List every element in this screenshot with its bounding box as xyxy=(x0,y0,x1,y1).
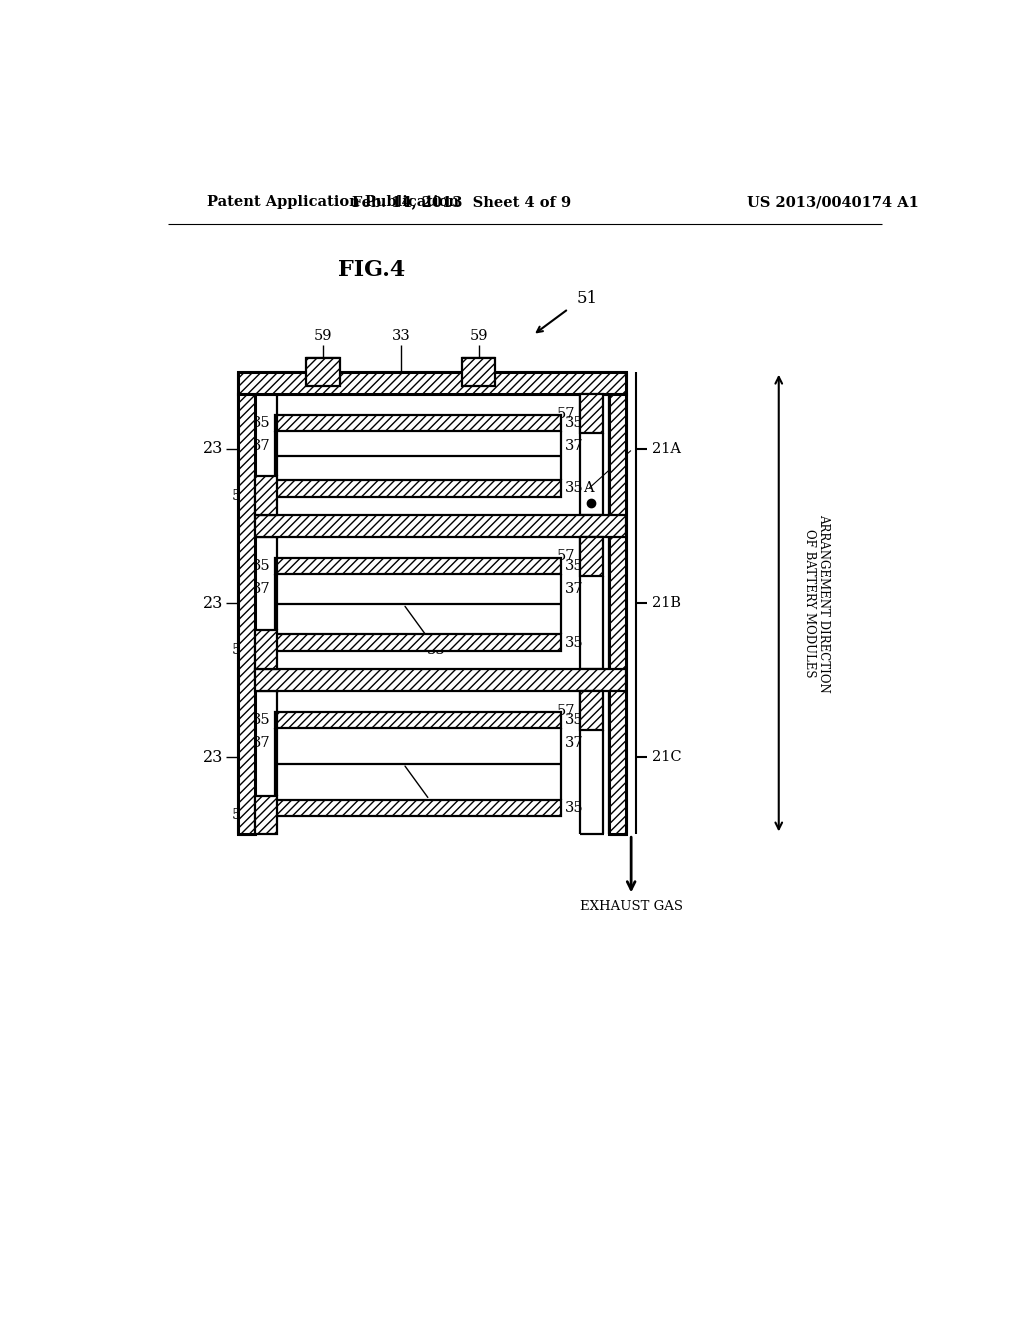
Text: 57: 57 xyxy=(231,808,250,822)
Text: US 2013/0040174 A1: US 2013/0040174 A1 xyxy=(748,195,919,209)
Text: 21B: 21B xyxy=(652,597,681,610)
Text: 33: 33 xyxy=(406,766,445,817)
Text: EXHAUST GAS: EXHAUST GAS xyxy=(580,900,683,913)
Text: 35: 35 xyxy=(252,482,270,495)
Bar xyxy=(581,692,602,730)
Text: Patent Application Publication: Patent Application Publication xyxy=(207,195,460,209)
Text: 21C: 21C xyxy=(652,750,681,764)
Text: 23: 23 xyxy=(203,594,223,611)
Text: 23: 23 xyxy=(203,441,223,458)
Bar xyxy=(581,395,602,433)
Text: 37: 37 xyxy=(252,582,270,595)
Bar xyxy=(274,635,560,651)
Text: 35: 35 xyxy=(252,416,270,430)
Text: 35: 35 xyxy=(252,558,270,573)
Bar xyxy=(238,372,627,395)
Text: 37: 37 xyxy=(252,440,270,453)
Bar xyxy=(274,557,560,574)
Bar xyxy=(274,480,560,496)
Text: Feb. 14, 2013  Sheet 4 of 9: Feb. 14, 2013 Sheet 4 of 9 xyxy=(352,195,570,209)
Text: 35: 35 xyxy=(252,713,270,727)
Text: 35: 35 xyxy=(252,635,270,649)
Text: 57: 57 xyxy=(557,407,575,421)
Text: 35: 35 xyxy=(565,482,584,495)
Text: 23: 23 xyxy=(203,748,223,766)
Text: 21A: 21A xyxy=(652,442,681,455)
Bar xyxy=(255,669,627,692)
Text: 35: 35 xyxy=(565,635,584,649)
Text: 57: 57 xyxy=(231,488,250,503)
Text: 35: 35 xyxy=(565,416,584,430)
Bar xyxy=(274,711,560,727)
Text: ARRANGEMENT DIRECTION
OF BATTERY MODULES: ARRANGEMENT DIRECTION OF BATTERY MODULES xyxy=(803,513,830,693)
Bar xyxy=(274,414,560,430)
Text: 37: 37 xyxy=(565,440,584,453)
Text: 35: 35 xyxy=(565,558,584,573)
Text: 37: 37 xyxy=(565,582,584,595)
Text: FIG.4: FIG.4 xyxy=(338,259,406,281)
Text: 35: 35 xyxy=(565,713,584,727)
Text: 33: 33 xyxy=(391,330,411,343)
Bar xyxy=(255,796,278,834)
Text: 35: 35 xyxy=(252,801,270,814)
Text: 37: 37 xyxy=(252,737,270,750)
Text: 35: 35 xyxy=(565,801,584,814)
Bar xyxy=(274,800,560,816)
Bar xyxy=(462,358,496,385)
Text: 51: 51 xyxy=(577,290,598,308)
Bar xyxy=(255,477,278,515)
Bar xyxy=(255,515,627,537)
Bar xyxy=(581,537,602,576)
Text: A: A xyxy=(584,480,594,495)
Bar xyxy=(238,395,255,834)
Text: 33: 33 xyxy=(406,606,445,657)
Text: 59: 59 xyxy=(469,330,487,343)
Text: 37: 37 xyxy=(565,737,584,750)
Bar xyxy=(255,631,278,669)
Bar xyxy=(306,358,340,385)
Text: 57: 57 xyxy=(557,704,575,718)
Text: 59: 59 xyxy=(313,330,333,343)
Text: 57: 57 xyxy=(231,643,250,656)
Text: 57: 57 xyxy=(557,549,575,564)
Bar xyxy=(609,395,627,834)
